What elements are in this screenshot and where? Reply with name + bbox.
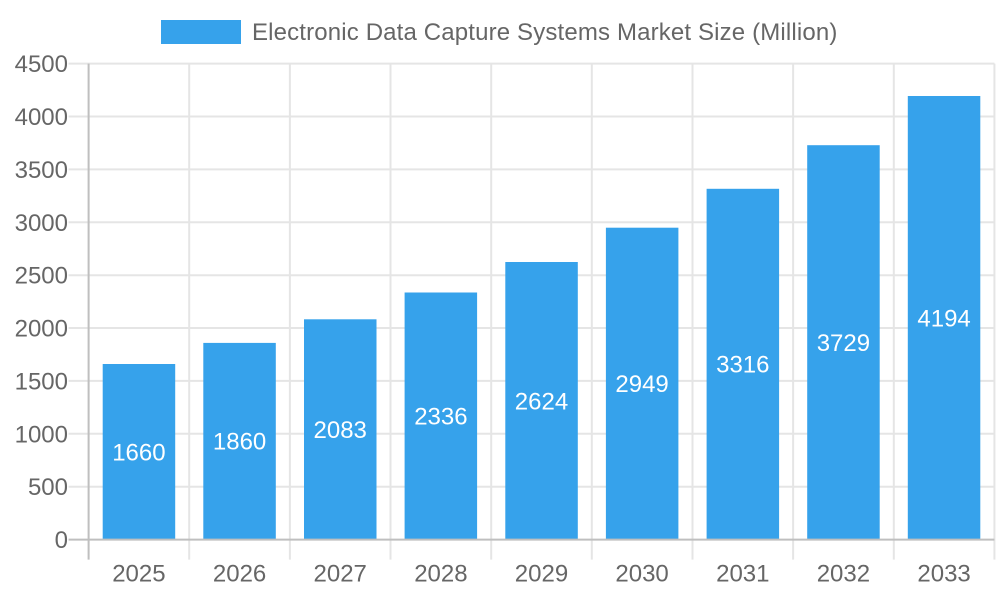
svg-text:0: 0	[55, 527, 68, 554]
svg-text:3500: 3500	[15, 157, 68, 184]
svg-text:2028: 2028	[414, 561, 467, 588]
svg-text:2336: 2336	[414, 404, 467, 431]
svg-text:2000: 2000	[15, 316, 68, 343]
svg-text:2949: 2949	[615, 371, 668, 398]
svg-text:3729: 3729	[817, 330, 870, 357]
svg-text:1500: 1500	[15, 368, 68, 395]
svg-text:1000: 1000	[15, 421, 68, 448]
svg-text:2033: 2033	[917, 561, 970, 588]
svg-text:4500: 4500	[15, 51, 68, 78]
svg-text:2029: 2029	[515, 561, 568, 588]
svg-text:3000: 3000	[15, 210, 68, 237]
svg-text:2083: 2083	[314, 417, 367, 444]
svg-text:2027: 2027	[314, 561, 367, 588]
svg-text:Electronic Data Capture System: Electronic Data Capture Systems Market S…	[252, 19, 837, 46]
svg-text:2030: 2030	[615, 561, 668, 588]
svg-text:3316: 3316	[716, 352, 769, 379]
svg-text:1860: 1860	[213, 429, 266, 456]
svg-text:4194: 4194	[917, 305, 970, 332]
svg-text:2025: 2025	[112, 561, 165, 588]
svg-text:2026: 2026	[213, 561, 266, 588]
svg-text:2500: 2500	[15, 263, 68, 290]
svg-text:2624: 2624	[515, 388, 568, 415]
svg-text:4000: 4000	[15, 104, 68, 131]
svg-text:1660: 1660	[112, 439, 165, 466]
svg-text:2031: 2031	[716, 561, 769, 588]
svg-text:500: 500	[28, 474, 68, 501]
svg-text:2032: 2032	[817, 561, 870, 588]
